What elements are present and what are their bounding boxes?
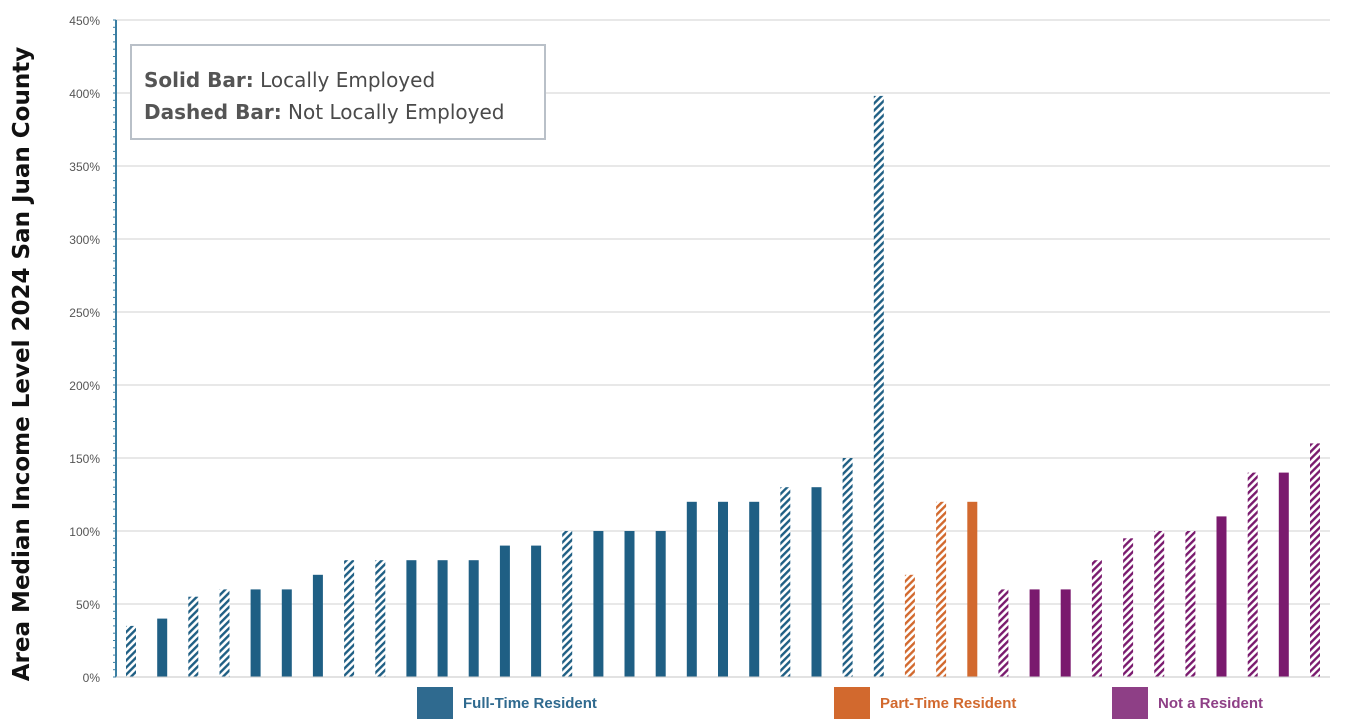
legend-swatch-full-time — [417, 687, 453, 719]
dashed-bar-label: Dashed Bar: — [144, 100, 282, 124]
bar-not-a-resident-not-locally-employed — [1154, 531, 1165, 677]
bar-not-a-resident-not-locally-employed — [1247, 472, 1258, 677]
bar-full-time-resident-locally-employed — [718, 501, 728, 677]
bar-full-time-resident-locally-employed — [499, 545, 510, 677]
bar-style-note: Solid Bar: Locally Employed Dashed Bar: … — [130, 44, 546, 140]
dashed-bar-text: Not Locally Employed — [288, 100, 505, 124]
bar-full-time-resident-not-locally-employed — [344, 560, 355, 677]
bar-not-a-resident-not-locally-employed — [1310, 443, 1320, 677]
bar-full-time-resident-locally-employed — [281, 589, 292, 677]
y-tick-label: 400% — [69, 87, 100, 101]
bar-part-time-resident-locally-employed — [967, 501, 978, 677]
y-tick-label: 100% — [69, 525, 100, 539]
y-tick-label: 200% — [69, 379, 100, 393]
legend-part-time-resident: Part-Time Resident — [834, 687, 1016, 719]
y-tick-label: 450% — [69, 14, 100, 28]
bar-part-time-resident-not-locally-employed — [904, 574, 915, 677]
bar-full-time-resident-locally-employed — [468, 560, 479, 677]
legend-label-part-time: Part-Time Resident — [880, 694, 1017, 712]
bars — [126, 95, 1320, 677]
y-tick-label: 350% — [69, 160, 100, 174]
dashed-bar-note: Dashed Bar: Not Locally Employed — [144, 96, 544, 128]
bar-full-time-resident-not-locally-employed — [562, 531, 573, 677]
legend-full-time-resident: Full-Time Resident — [417, 687, 597, 719]
bar-not-a-resident-locally-employed — [1029, 589, 1040, 677]
bar-full-time-resident-locally-employed — [157, 618, 168, 677]
bar-not-a-resident-not-locally-employed — [1091, 560, 1102, 677]
legend-swatch-not-resident — [1112, 687, 1148, 719]
bar-not-a-resident-locally-employed — [1216, 516, 1227, 677]
bar-full-time-resident-locally-employed — [437, 560, 448, 677]
bar-part-time-resident-not-locally-employed — [936, 501, 947, 677]
bar-not-a-resident-not-locally-employed — [1185, 531, 1196, 677]
bar-not-a-resident-not-locally-employed — [1123, 538, 1134, 677]
y-tick-label: 50% — [76, 598, 100, 612]
y-axis — [113, 19, 1330, 678]
bar-not-a-resident-not-locally-employed — [998, 589, 1009, 677]
bar-full-time-resident-locally-employed — [250, 589, 261, 677]
solid-bar-note: Solid Bar: Locally Employed — [144, 64, 544, 96]
bar-full-time-resident-locally-employed — [406, 560, 417, 677]
solid-bar-label: Solid Bar: — [144, 68, 254, 92]
bar-full-time-resident-not-locally-employed — [842, 458, 853, 677]
legend-label-full-time: Full-Time Resident — [463, 694, 597, 712]
bar-full-time-resident-not-locally-employed — [780, 487, 791, 677]
bar-full-time-resident-locally-employed — [312, 574, 323, 677]
bar-full-time-resident-locally-employed — [655, 531, 666, 677]
bar-full-time-resident-locally-employed — [593, 531, 604, 677]
y-axis-label: Area Median Income Level 2024 San Juan C… — [9, 46, 35, 682]
y-axis-tick-labels: 0% 50% 100% 150% 200% 250% 300% 350% 400% 450% — [69, 14, 100, 685]
bar-full-time-resident-locally-employed — [686, 501, 697, 677]
solid-bar-text: Locally Employed — [260, 68, 436, 92]
bar-full-time-resident-locally-employed — [749, 501, 760, 677]
bar-full-time-resident-not-locally-employed — [126, 625, 136, 677]
bar-not-a-resident-locally-employed — [1278, 472, 1289, 677]
bar-not-a-resident-locally-employed — [1060, 589, 1071, 677]
bar-full-time-resident-not-locally-employed — [375, 560, 386, 677]
bar-full-time-resident-not-locally-employed — [188, 596, 199, 677]
y-tick-label: 0% — [83, 671, 101, 685]
y-tick-label: 150% — [69, 452, 100, 466]
y-tick-label: 250% — [69, 306, 100, 320]
bar-full-time-resident-locally-employed — [531, 545, 542, 677]
legend-label-not-resident: Not a Resident — [1158, 694, 1264, 712]
legend-swatch-part-time — [834, 687, 870, 719]
bar-full-time-resident-not-locally-employed — [873, 95, 884, 677]
legend-not-a-resident: Not a Resident — [1112, 687, 1263, 719]
bar-full-time-resident-not-locally-employed — [219, 589, 230, 677]
bar-full-time-resident-locally-employed — [624, 531, 635, 677]
y-tick-label: 300% — [69, 233, 100, 247]
bar-full-time-resident-locally-employed — [811, 487, 822, 677]
